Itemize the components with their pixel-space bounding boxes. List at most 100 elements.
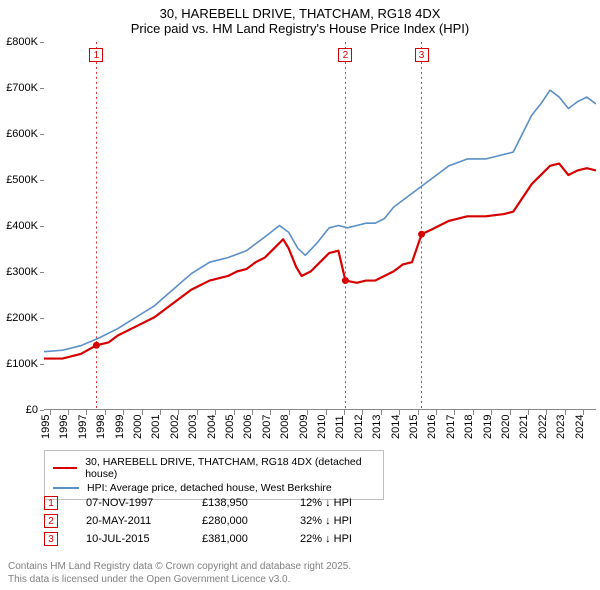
footer-line2: This data is licensed under the Open Gov… — [8, 574, 351, 587]
x-tick-label: 1996 — [58, 427, 70, 439]
x-tick-label: 2012 — [353, 427, 365, 439]
x-tick: 2001 — [154, 410, 166, 427]
x-tick: 2017 — [449, 410, 461, 427]
y-tick-label: £800K — [6, 36, 38, 48]
x-tick-label: 2020 — [500, 427, 512, 439]
x-tick-label: 2023 — [555, 427, 567, 439]
series-marker — [418, 231, 425, 238]
series-marker — [342, 277, 349, 284]
legend: 30, HAREBELL DRIVE, THATCHAM, RG18 4DX (… — [44, 450, 384, 500]
series-marker — [93, 342, 100, 349]
x-tick: 2011 — [338, 410, 350, 427]
x-tick: 2006 — [246, 410, 258, 427]
x-tick: 1996 — [62, 410, 74, 427]
x-tick: 2003 — [191, 410, 203, 427]
y-tick-label: £200K — [6, 312, 38, 324]
title-block: 30, HAREBELL DRIVE, THATCHAM, RG18 4DX P… — [0, 0, 600, 36]
x-tick: 2013 — [375, 410, 387, 427]
y-tick-mark — [40, 180, 44, 181]
sales-marker-box: 1 — [44, 496, 58, 510]
x-tick-label: 2021 — [518, 427, 530, 439]
legend-label: HPI: Average price, detached house, West… — [87, 482, 332, 494]
sales-price: £381,000 — [202, 533, 272, 545]
series-line-price_paid — [44, 164, 596, 359]
x-tick-label: 2004 — [206, 427, 218, 439]
title-subtitle: Price paid vs. HM Land Registry's House … — [0, 21, 600, 36]
y-tick-mark — [40, 42, 44, 43]
x-tick-label: 2013 — [371, 427, 383, 439]
legend-swatch — [53, 487, 79, 489]
x-tick-label: 2009 — [298, 427, 310, 439]
x-tick: 2004 — [210, 410, 222, 427]
x-tick: 2008 — [283, 410, 295, 427]
footer-line1: Contains HM Land Registry data © Crown c… — [8, 561, 351, 574]
x-tick-label: 1998 — [95, 427, 107, 439]
x-tick-label: 2016 — [426, 427, 438, 439]
chart-plot-area: 123 — [44, 42, 596, 410]
y-tick-label: £600K — [6, 128, 38, 140]
x-tick-label: 2018 — [463, 427, 475, 439]
x-tick: 2009 — [302, 410, 314, 427]
x-tick: 2016 — [430, 410, 442, 427]
x-tick-label: 2019 — [482, 427, 494, 439]
legend-swatch — [53, 467, 77, 469]
legend-row: HPI: Average price, detached house, West… — [53, 481, 375, 495]
x-tick-label: 2005 — [224, 427, 236, 439]
x-tick: 1999 — [118, 410, 130, 427]
y-tick-mark — [40, 88, 44, 89]
y-tick-mark — [40, 410, 44, 411]
sales-price: £280,000 — [202, 515, 272, 527]
x-tick-label: 2014 — [390, 427, 402, 439]
x-tick: 2019 — [486, 410, 498, 427]
sales-row: 310-JUL-2015£381,00022% ↓ HPI — [44, 530, 390, 548]
chart-container: 30, HAREBELL DRIVE, THATCHAM, RG18 4DX P… — [0, 0, 600, 590]
x-tick: 2023 — [559, 410, 571, 427]
sales-marker-box: 3 — [44, 532, 58, 546]
x-tick-label: 2011 — [334, 427, 346, 439]
x-tick-label: 2007 — [261, 427, 273, 439]
x-tick: 2000 — [136, 410, 148, 427]
x-tick-label: 1995 — [40, 427, 52, 439]
x-tick-label: 2008 — [279, 427, 291, 439]
y-tick-label: £400K — [6, 220, 38, 232]
y-tick-mark — [40, 226, 44, 227]
x-tick-label: 2006 — [242, 427, 254, 439]
x-tick: 2020 — [504, 410, 516, 427]
sales-row: 107-NOV-1997£138,95012% ↓ HPI — [44, 494, 390, 512]
x-tick-label: 2017 — [445, 427, 457, 439]
x-tick: 2012 — [357, 410, 369, 427]
y-axis-labels: £0£100K£200K£300K£400K£500K£600K£700K£80… — [0, 42, 44, 410]
x-tick: 2002 — [173, 410, 185, 427]
y-tick-mark — [40, 134, 44, 135]
x-tick: 1997 — [81, 410, 93, 427]
event-marker-box: 2 — [338, 48, 352, 62]
sales-pct-vs-hpi: 22% ↓ HPI — [300, 533, 390, 545]
x-tick-label: 2003 — [187, 427, 199, 439]
title-address: 30, HAREBELL DRIVE, THATCHAM, RG18 4DX — [0, 6, 600, 21]
x-tick: 2021 — [522, 410, 534, 427]
footer-attribution: Contains HM Land Registry data © Crown c… — [8, 561, 351, 586]
x-tick-label: 2002 — [169, 427, 181, 439]
x-tick: 1998 — [99, 410, 111, 427]
chart-svg — [44, 42, 596, 409]
x-tick: 2018 — [467, 410, 479, 427]
x-tick-label: 2010 — [316, 427, 328, 439]
x-tick-label: 1997 — [77, 427, 89, 439]
x-tick: 2007 — [265, 410, 277, 427]
sales-table: 107-NOV-1997£138,95012% ↓ HPI220-MAY-201… — [44, 494, 390, 548]
y-tick-mark — [40, 364, 44, 365]
sales-marker-box: 2 — [44, 514, 58, 528]
x-tick: 2015 — [412, 410, 424, 427]
x-tick-label: 2024 — [574, 427, 586, 439]
y-tick-label: £0 — [26, 404, 38, 416]
y-tick-mark — [40, 318, 44, 319]
sales-pct-vs-hpi: 32% ↓ HPI — [300, 515, 390, 527]
x-tick-mark — [344, 410, 345, 415]
x-tick: 1995 — [44, 410, 56, 427]
x-tick: 2014 — [394, 410, 406, 427]
y-tick-label: £100K — [6, 358, 38, 370]
sales-date: 20-MAY-2011 — [86, 515, 174, 527]
sales-date: 07-NOV-1997 — [86, 497, 174, 509]
y-tick-mark — [40, 272, 44, 273]
series-line-hpi — [44, 90, 596, 351]
